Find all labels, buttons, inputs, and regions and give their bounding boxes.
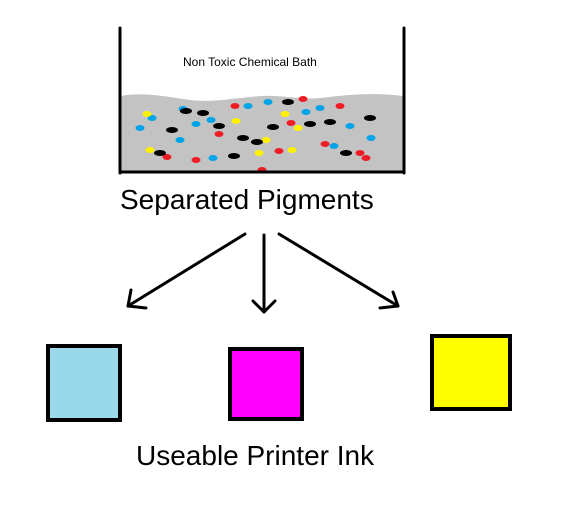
- red-pigment-particle: [355, 150, 365, 156]
- black-pigment-particle: [340, 150, 352, 156]
- yellow-pigment-particle: [145, 147, 155, 153]
- black-pigment-particle: [251, 139, 263, 145]
- red-pigment-particle: [162, 154, 172, 160]
- center-arrow: [251, 233, 277, 314]
- useable-printer-ink-label: Useable Printer Ink: [136, 440, 375, 471]
- black-pigment-particle: [304, 121, 316, 127]
- red-pigment-particle: [335, 103, 345, 109]
- bath-label: Non Toxic Chemical Bath: [183, 55, 317, 69]
- cyan-pigment-particle: [175, 137, 185, 143]
- black-pigment-particle: [324, 119, 336, 125]
- cyan-pigment-particle: [345, 123, 355, 129]
- chemical-bath-container: [118, 26, 406, 175]
- red-pigment-particle: [214, 131, 224, 137]
- cyan-pigment-particle: [301, 109, 311, 115]
- black-pigment-particle: [282, 99, 294, 105]
- black-pigment-particle: [154, 150, 166, 156]
- yellow-pigment-particle: [254, 150, 264, 156]
- cyan-pigment-particle: [135, 125, 145, 131]
- red-pigment-particle: [320, 141, 330, 147]
- cyan-pigment-particle: [206, 117, 216, 123]
- red-pigment-particle: [191, 157, 201, 163]
- red-pigment-particle: [361, 155, 371, 161]
- chemical-bath-liquid: [121, 94, 403, 171]
- black-pigment-particle: [237, 135, 249, 141]
- black-pigment-particle: [228, 153, 240, 159]
- yellow-pigment-particle: [287, 147, 297, 153]
- cyan-ink-swatch: [46, 344, 122, 422]
- cyan-pigment-particle: [315, 105, 325, 111]
- black-pigment-particle: [166, 127, 178, 133]
- cyan-pigment-particle: [329, 143, 339, 149]
- separated-pigments-label: Separated Pigments: [120, 184, 374, 215]
- red-pigment-particle: [274, 148, 284, 154]
- cyan-pigment-particle: [208, 155, 218, 161]
- magenta-ink-swatch: [228, 347, 304, 421]
- yellow-pigment-particle: [142, 111, 152, 117]
- red-pigment-particle: [298, 96, 308, 102]
- cyan-pigment-particle: [243, 103, 253, 109]
- yellow-pigment-particle: [293, 125, 303, 131]
- pigment-particles: [135, 96, 376, 173]
- black-pigment-particle: [180, 108, 192, 114]
- black-pigment-particle: [197, 110, 209, 116]
- cyan-pigment-particle: [263, 99, 273, 105]
- cyan-pigment-particle: [366, 135, 376, 141]
- red-pigment-particle: [286, 120, 296, 126]
- cyan-pigment-particle: [147, 115, 157, 121]
- left-arrow: [126, 232, 247, 310]
- black-pigment-particle: [267, 124, 279, 130]
- yellow-pigment-particle: [231, 118, 241, 124]
- right-arrow: [277, 232, 400, 310]
- black-pigment-particle: [213, 123, 225, 129]
- yellow-ink-swatch: [430, 334, 512, 411]
- yellow-pigment-particle: [261, 137, 271, 143]
- black-pigment-particle: [364, 115, 376, 121]
- red-pigment-particle: [230, 103, 240, 109]
- cyan-pigment-particle: [191, 121, 201, 127]
- yellow-pigment-particle: [280, 111, 290, 117]
